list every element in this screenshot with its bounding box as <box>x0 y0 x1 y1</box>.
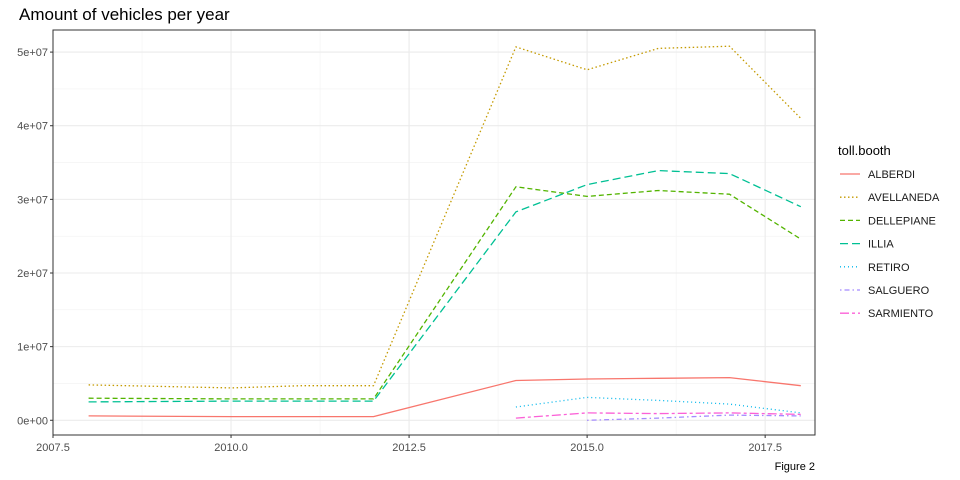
legend-title: toll.booth <box>838 143 891 158</box>
series-lines <box>88 45 802 421</box>
legend-label-alberdi: ALBERDI <box>868 169 915 181</box>
y-tick-label: 2e+07 <box>17 268 48 280</box>
legend-label-dellepiane: DELLEPIANE <box>868 215 936 227</box>
x-tick-label: 2017.5 <box>748 442 782 454</box>
y-tick-label: 5e+07 <box>17 47 48 59</box>
legend-items: ALBERDI AVELLANEDA DELLEPIANE ILLIA RETIRO SA… <box>840 169 940 320</box>
chart-title: Amount of vehicles per year <box>19 5 230 24</box>
series-line-alberdi <box>88 376 801 418</box>
series-line-dellepiane <box>88 186 802 400</box>
y-tick-label: 4e+07 <box>17 121 48 133</box>
x-tick-label: 2012.5 <box>392 442 426 454</box>
legend-label-avellaneda: AVELLANEDA <box>868 192 940 204</box>
x-tick-label: 2010.0 <box>214 442 248 454</box>
x-axis: 2007.5 2010.0 2012.5 2015.0 2017.5 <box>36 435 782 454</box>
plot-border <box>52 29 816 436</box>
y-tick-label: 1e+07 <box>17 342 48 354</box>
y-tick-label: 3e+07 <box>17 194 48 206</box>
figure-caption: Figure 2 <box>775 461 815 473</box>
major-gridlines <box>52 30 815 435</box>
legend-label-retiro: RETIRO <box>868 262 910 274</box>
plot-panel <box>53 30 815 435</box>
legend: toll.booth ALBERDI AVELLANEDA DELLEPIANE IL… <box>838 143 940 320</box>
y-axis: 0e+00 1e+07 2e+07 3e+07 4e+07 5e+07 <box>17 47 53 427</box>
legend-label-sarmiento: SARMIENTO <box>868 308 934 320</box>
series-line-illia <box>88 169 802 403</box>
series-line-salguero <box>587 414 801 421</box>
x-tick-label: 2015.0 <box>570 442 604 454</box>
y-tick-label: 0e+00 <box>17 415 48 427</box>
legend-label-illia: ILLIA <box>868 239 894 251</box>
legend-label-salguero: SALGUERO <box>868 285 930 297</box>
series-line-avellaneda <box>88 45 802 389</box>
series-line-sarmiento <box>515 412 801 419</box>
x-tick-label: 2007.5 <box>36 442 70 454</box>
